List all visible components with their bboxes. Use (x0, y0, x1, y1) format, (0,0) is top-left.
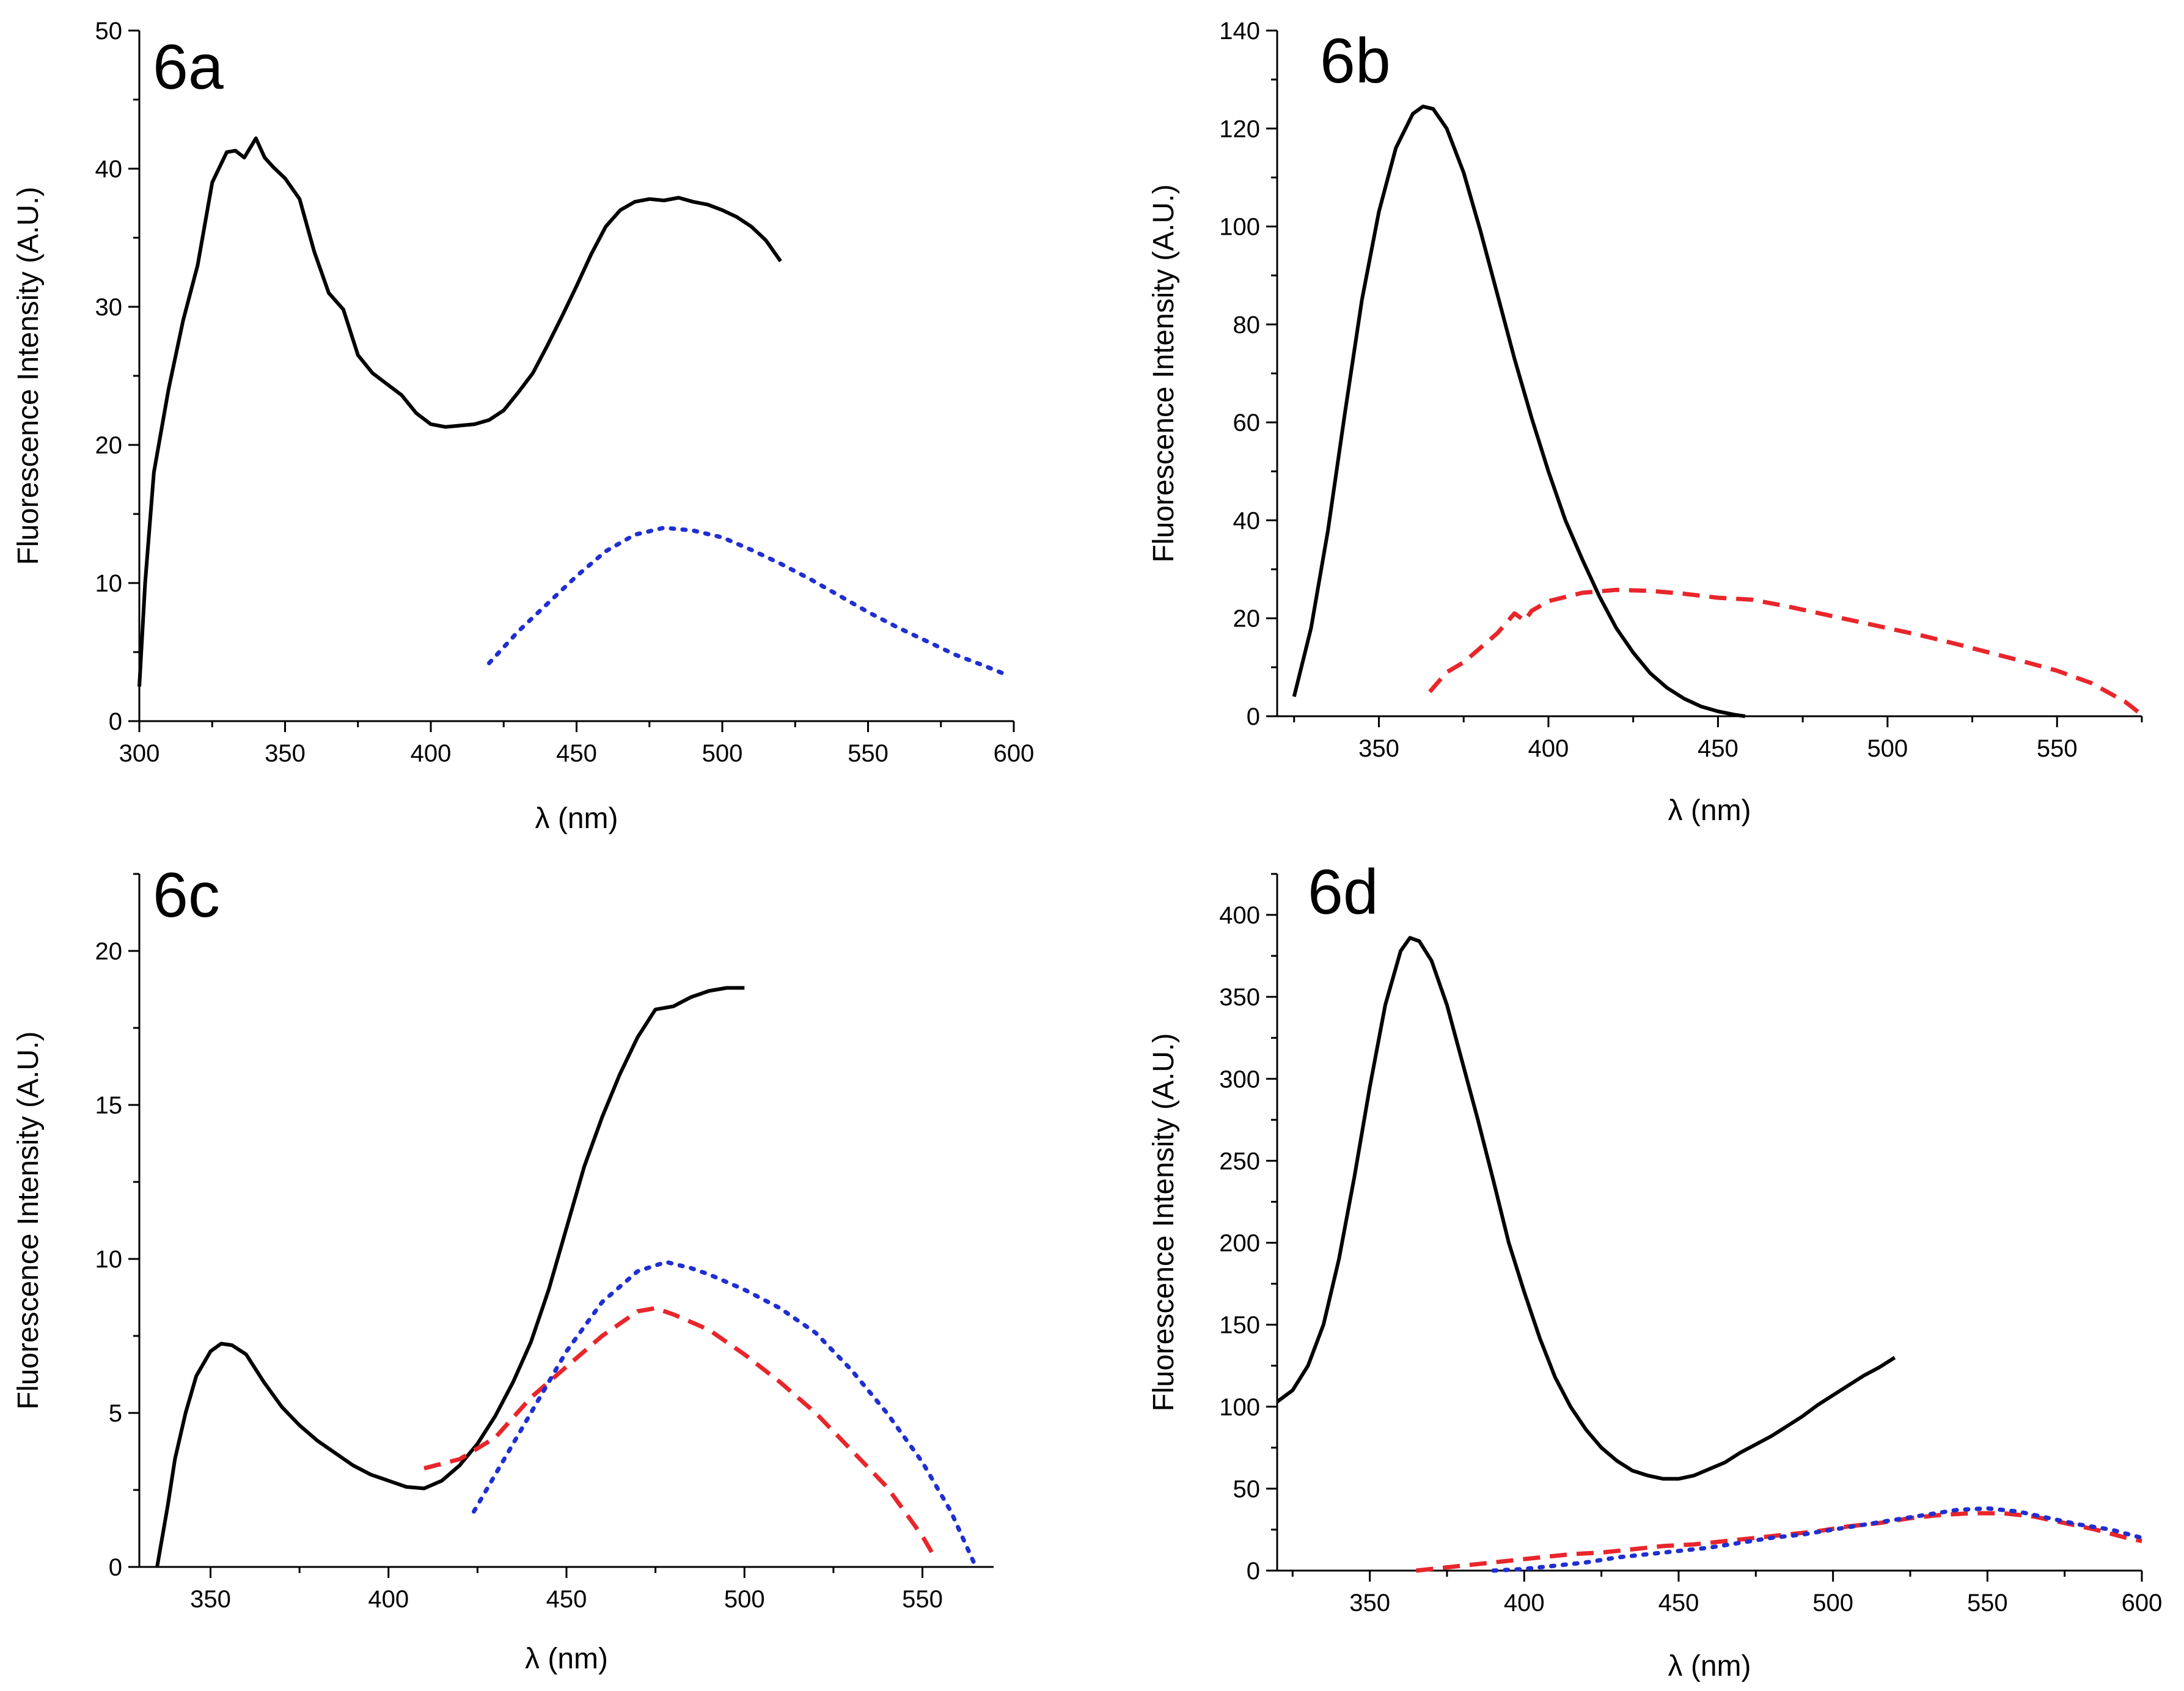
y-tick-label: 100 (1219, 214, 1260, 241)
x-tick-label: 500 (1867, 735, 1908, 762)
y-tick-label: 20 (1233, 606, 1261, 633)
series-solid (1292, 105, 1746, 718)
x-axis-label: λ (nm) (535, 802, 618, 835)
y-tick-label: 80 (1233, 312, 1261, 339)
series-solid (155, 986, 745, 1568)
y-tick-label: 10 (95, 570, 123, 597)
x-tick-label: 450 (1658, 1590, 1699, 1616)
x-tick-label: 500 (702, 740, 743, 767)
x-axis-label: λ (nm) (1668, 1650, 1751, 1682)
y-tick-label: 400 (1219, 902, 1260, 929)
panel-6c: 350 400 450 500 550 0 5 10 15 20 λ (nm) Fluorescenc… (12, 860, 994, 1675)
x-tick-label: 450 (546, 1586, 587, 1613)
y-axis-label: Fluorescence Intensity (A.U.) (12, 187, 45, 565)
series-dashed (423, 1306, 936, 1556)
series-dotted (472, 1260, 978, 1569)
y-tick-label: 100 (1219, 1394, 1260, 1421)
x-tick-label: 350 (190, 1586, 231, 1613)
x-tick-label: 550 (848, 740, 889, 767)
y-tick-label: 0 (109, 1554, 122, 1581)
y-axis-label: Fluorescence Intensity (A.U.) (12, 1032, 45, 1410)
y-tick-label: 40 (1233, 507, 1261, 534)
y-tick-label: 30 (95, 294, 123, 321)
x-tick-label: 300 (119, 740, 160, 767)
x-tick-label: 350 (1349, 1590, 1390, 1616)
x-tick-label: 350 (1358, 735, 1399, 762)
y-tick-label: 120 (1219, 116, 1260, 142)
y-tick-label: 10 (95, 1246, 123, 1273)
y-tick-label: 150 (1219, 1312, 1260, 1339)
y-tick-label: 0 (1247, 1558, 1260, 1585)
y-tick-label: 140 (1219, 18, 1260, 45)
series-dotted (1491, 1506, 2144, 1573)
x-tick-label: 400 (368, 1586, 409, 1613)
y-tick-label: 20 (95, 938, 123, 965)
x-tick-label: 500 (724, 1586, 765, 1613)
y-tick-label: 300 (1219, 1066, 1260, 1093)
x-tick-label: 450 (556, 740, 597, 767)
y-tick-label: 20 (95, 432, 123, 459)
x-tick-label: 500 (1812, 1590, 1853, 1616)
x-tick-label: 550 (902, 1586, 943, 1613)
x-tick-label: 550 (2037, 735, 2078, 762)
panel-6a: 300 350 400 450 500 550 600 0 10 20 30 40 50 λ (nm) Fl… (12, 18, 1034, 835)
y-tick-label: 15 (95, 1092, 123, 1119)
x-tick-label: 550 (1967, 1590, 2008, 1616)
series-solid (137, 136, 782, 687)
x-tick-label: 400 (1528, 735, 1569, 762)
x-tick-label: 600 (2122, 1590, 2163, 1616)
y-axis-label: Fluorescence Intensity (A.U.) (1148, 185, 1180, 563)
y-tick-label: 0 (109, 708, 122, 735)
panel-label: 6c (153, 860, 220, 931)
panel-6b: 350 400 450 500 550 0 20 40 60 80 100 120 140 λ (nm) F… (1148, 18, 2144, 827)
x-tick-label: 600 (994, 740, 1035, 767)
panel-label: 6a (153, 32, 224, 103)
series-dashed (1416, 1511, 2142, 1573)
y-tick-label: 200 (1219, 1230, 1260, 1257)
panel-6d: 350 400 450 500 550 600 0 50 100 150 200 250 300 350 4… (1148, 857, 2162, 1682)
y-axis-label: Fluorescence Intensity (A.U.) (1148, 1033, 1180, 1412)
y-tick-label: 60 (1233, 409, 1261, 436)
x-tick-label: 400 (1504, 1590, 1545, 1616)
y-tick-label: 50 (1233, 1476, 1261, 1503)
series-solid (1276, 936, 1896, 1481)
y-tick-label: 0 (1247, 703, 1260, 730)
x-axis-label: λ (nm) (525, 1643, 608, 1675)
y-tick-label: 250 (1219, 1148, 1260, 1175)
series-dashed (1428, 587, 2144, 717)
x-tick-label: 450 (1698, 735, 1739, 762)
x-axis-label: λ (nm) (1668, 794, 1751, 827)
y-tick-label: 40 (95, 156, 123, 183)
panel-label: 6d (1308, 857, 1379, 928)
panel-label: 6b (1320, 26, 1391, 97)
x-tick-label: 400 (411, 740, 452, 767)
y-tick-label: 350 (1219, 984, 1260, 1011)
y-tick-label: 5 (109, 1400, 122, 1427)
x-tick-label: 350 (265, 740, 306, 767)
y-tick-label: 50 (95, 18, 123, 45)
series-dotted (486, 526, 1008, 677)
